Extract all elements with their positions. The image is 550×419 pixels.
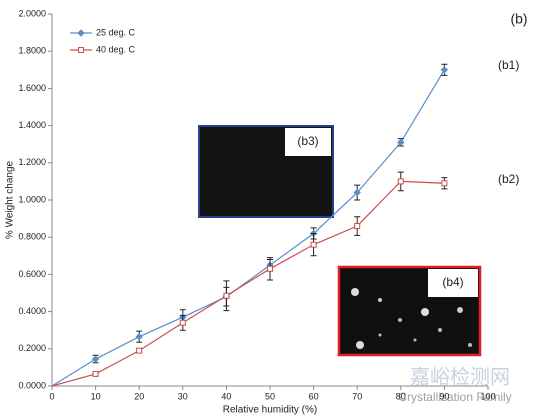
data-point — [353, 188, 361, 197]
data-point — [267, 265, 273, 272]
x-tick-label: 40 — [221, 391, 231, 401]
series-line — [51, 180, 445, 387]
y-tick-label: 0.0000 — [18, 380, 46, 390]
y-tick-label: 0.8000 — [18, 232, 46, 242]
annotation: (b3) — [297, 134, 318, 148]
data-point — [440, 66, 449, 74]
y-tick-label: 0.6000 — [18, 269, 46, 279]
panel-label: (b) — [510, 11, 527, 27]
x-tick-label: 100 — [480, 391, 495, 401]
data-point — [136, 347, 143, 354]
y-tick-label: 1.8000 — [18, 46, 46, 56]
annotation: (b4) — [442, 275, 463, 289]
inset-b4 — [337, 265, 482, 357]
y-tick-label: 1.4000 — [18, 120, 46, 130]
annotation: (b1) — [498, 58, 519, 72]
legend-marker — [77, 29, 85, 37]
data-point — [397, 138, 405, 147]
data-point — [91, 355, 100, 363]
data-point — [397, 178, 404, 185]
y-axis-label: % Weight change — [5, 160, 16, 239]
legend-marker — [78, 47, 84, 53]
watermark: 嘉峪检测网 — [410, 365, 510, 388]
inset-b3 — [198, 125, 334, 218]
legend-label: 25 deg. C — [96, 27, 136, 37]
y-tick-label: 1.6000 — [18, 83, 46, 93]
x-tick-label: 70 — [352, 391, 362, 401]
data-point — [310, 241, 317, 248]
data-point — [135, 333, 143, 341]
data-point — [354, 223, 361, 230]
x-tick-label: 90 — [439, 391, 449, 401]
watermark: Crystallization Family — [398, 390, 511, 404]
y-tick-label: 1.0000 — [18, 194, 46, 204]
y-tick-label: 2.0000 — [18, 8, 46, 18]
data-point — [179, 319, 186, 326]
series-line — [51, 69, 445, 387]
x-tick-label: 20 — [134, 391, 144, 401]
x-tick-label: 60 — [309, 391, 319, 401]
x-tick-label: 80 — [396, 391, 406, 401]
annotation: (b2) — [498, 172, 519, 186]
y-tick-label: 0.4000 — [18, 306, 46, 316]
x-axis-label: Relative humidity (%) — [223, 405, 317, 416]
legend-label: 40 deg. C — [96, 44, 136, 54]
y-tick-label: 0.2000 — [18, 343, 46, 353]
x-tick-label: 30 — [178, 391, 188, 401]
data-point — [92, 370, 99, 377]
data-point — [441, 180, 448, 187]
y-tick-label: 1.2000 — [18, 157, 46, 167]
x-tick-label: 0 — [49, 391, 54, 401]
x-tick-label: 50 — [265, 391, 275, 401]
x-tick-label: 10 — [91, 391, 101, 401]
data-point — [223, 292, 230, 299]
